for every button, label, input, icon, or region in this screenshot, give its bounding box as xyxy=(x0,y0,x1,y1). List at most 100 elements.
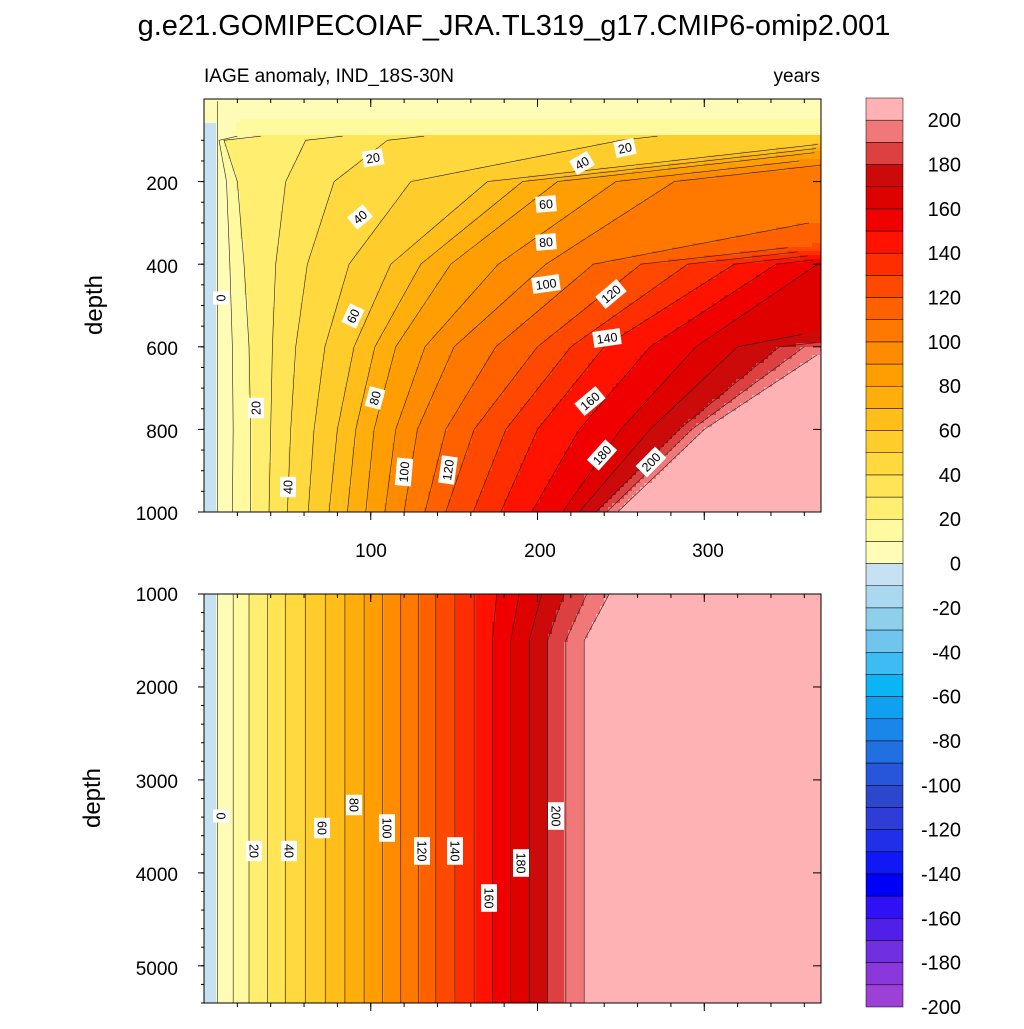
top-cell xyxy=(276,431,281,436)
top-cell xyxy=(284,163,289,168)
top-cell xyxy=(368,135,373,140)
top-cell xyxy=(216,371,221,376)
top-cell xyxy=(352,339,357,344)
top-cell xyxy=(380,407,385,412)
top-cell xyxy=(220,251,225,256)
top-cell xyxy=(296,123,301,128)
top-cell xyxy=(308,143,313,148)
top-cell xyxy=(224,119,229,124)
top-cell xyxy=(260,471,265,476)
top-cell xyxy=(212,123,217,128)
top-cell xyxy=(292,171,297,176)
top-cell xyxy=(204,175,209,180)
top-cell xyxy=(372,483,377,488)
top-cell xyxy=(248,283,253,288)
top-cell xyxy=(340,387,345,392)
top-cell xyxy=(348,347,353,352)
top-cell xyxy=(328,263,333,268)
top-cell xyxy=(256,355,261,360)
top-cell xyxy=(392,231,397,236)
top-cell xyxy=(364,255,369,260)
top-cell xyxy=(388,199,393,204)
top-cell xyxy=(232,107,237,112)
top-cell xyxy=(388,103,393,108)
top-cell xyxy=(240,163,245,168)
top-cell xyxy=(264,415,269,420)
top-cell xyxy=(332,399,337,404)
top-cell xyxy=(248,319,253,324)
top-cell xyxy=(356,415,361,420)
top-cell xyxy=(336,375,341,380)
top-cell xyxy=(252,463,257,468)
top-cell xyxy=(216,139,221,144)
top-cell xyxy=(268,211,273,216)
top-cell xyxy=(300,131,305,136)
top-cell xyxy=(276,351,281,356)
top-cell xyxy=(304,451,309,456)
top-cell xyxy=(384,343,389,348)
top-cell xyxy=(388,303,393,308)
top-cell xyxy=(236,459,241,464)
top-cell xyxy=(316,223,321,228)
top-cell xyxy=(304,471,309,476)
top-cell xyxy=(208,255,213,260)
top-cell xyxy=(360,251,365,256)
top-cell xyxy=(324,187,329,192)
top-cell xyxy=(292,271,297,276)
top-cell xyxy=(300,407,305,412)
top-cell xyxy=(336,151,341,156)
top-cell xyxy=(252,495,257,500)
top-cell xyxy=(212,359,217,364)
top-cell xyxy=(212,379,217,384)
top-cell xyxy=(252,307,257,312)
top-cell xyxy=(360,495,365,500)
top-cell xyxy=(292,287,297,292)
top-cell xyxy=(268,423,273,428)
top-cell xyxy=(376,275,381,280)
top-cell xyxy=(252,275,257,280)
top-cell xyxy=(220,167,225,172)
top-cell xyxy=(216,115,221,120)
top-cell xyxy=(232,335,237,340)
top-cell xyxy=(228,411,233,416)
top-cell xyxy=(256,115,261,120)
top-cell xyxy=(228,155,233,160)
top-cell xyxy=(272,315,277,320)
top-cell xyxy=(344,323,349,328)
top-cell xyxy=(312,147,317,152)
top-cell xyxy=(212,383,217,388)
top-cell xyxy=(380,115,385,120)
top-cell xyxy=(240,139,245,144)
top-cell xyxy=(300,143,305,148)
top-cell xyxy=(240,275,245,280)
top-cell xyxy=(248,99,253,104)
top-cell xyxy=(212,475,217,480)
top-cell xyxy=(272,487,277,492)
top-cell xyxy=(336,239,341,244)
top-cell xyxy=(336,171,341,176)
top-cell xyxy=(372,479,377,484)
top-cell xyxy=(256,211,261,216)
top-cell xyxy=(308,119,313,124)
top-cell xyxy=(368,223,373,228)
top-cell xyxy=(240,191,245,196)
top-cell xyxy=(324,247,329,252)
top-cell xyxy=(208,271,213,276)
top-cell xyxy=(216,415,221,420)
top-cell xyxy=(300,491,305,496)
top-cell xyxy=(392,203,397,208)
top-cell xyxy=(344,443,349,448)
top-cell xyxy=(228,223,233,228)
top-cell xyxy=(364,435,369,440)
top-cell xyxy=(332,235,337,240)
top-cell xyxy=(288,119,293,124)
top-cell xyxy=(360,355,365,360)
top-cell xyxy=(340,467,345,472)
top-cell xyxy=(340,411,345,416)
top-cell xyxy=(344,359,349,364)
top-cell xyxy=(384,235,389,240)
top-cell xyxy=(364,323,369,328)
top-cell xyxy=(244,479,249,484)
top-cell xyxy=(216,211,221,216)
top-cell xyxy=(248,107,253,112)
